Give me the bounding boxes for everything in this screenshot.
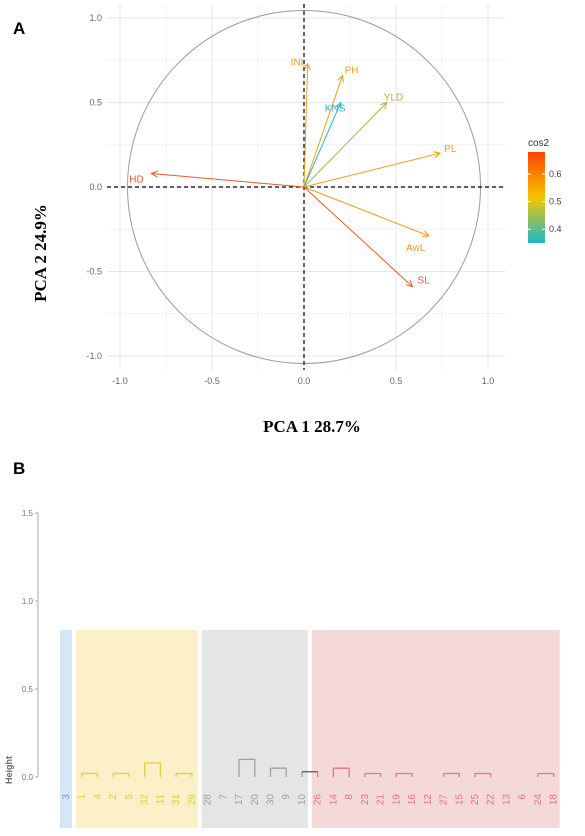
leaf-label: 27	[439, 794, 450, 806]
leaf-label: 18	[549, 794, 560, 806]
leaf-label: 25	[470, 794, 481, 806]
x-tick-label: -0.5	[204, 376, 220, 386]
arrow-sl	[303, 186, 413, 288]
pca-tick-labels: -1.0 -0.5 0.0 0.5 1.0 1.0 0.5 0.0 -0.5 -1.0	[86, 13, 494, 386]
leaf-label: 7	[218, 794, 229, 800]
y-tick-label: 1.0	[89, 13, 102, 23]
leaf-label: 1	[77, 794, 88, 800]
arrow-awl	[303, 186, 430, 237]
arrow-kns	[303, 102, 342, 188]
cos2-legend: cos2 0.6 0.5 0.4	[528, 138, 562, 243]
variable-label-hd: HD	[129, 174, 143, 185]
leaf-label: 16	[407, 794, 418, 806]
leaf-label: 4	[92, 794, 103, 800]
leaf-label: 28	[203, 794, 214, 806]
variable-label-ph: PH	[345, 65, 359, 76]
panel-label-b: B	[13, 459, 25, 478]
leaf-label: 2	[108, 794, 119, 800]
x-tick-label: 0.0	[298, 376, 311, 386]
arrowhead-sl	[405, 280, 414, 288]
leaf-label: 29	[187, 794, 198, 806]
arrow-hd	[151, 172, 305, 188]
leaf-label: 8	[344, 794, 355, 800]
x-tick-label: -1.0	[112, 376, 128, 386]
arrow-yld	[303, 102, 388, 188]
leaf-label: 19	[391, 794, 402, 806]
variable-label-sl: SL	[418, 276, 431, 287]
cluster-box	[75, 630, 198, 828]
leaf-label: 30	[265, 794, 276, 806]
legend-tick-label: 0.5	[549, 197, 562, 207]
arrowhead-pl	[433, 151, 442, 159]
y-axis-title: PCA 2 24.9%	[31, 204, 50, 302]
leaf-label: 32	[140, 794, 151, 806]
leaf-label: 9	[281, 794, 292, 800]
dendrogram-panel: B 1.51.00.50.0 3 1 4 2 5 32 11 31 29 28 7 17 20 30 9 10…	[4, 459, 560, 828]
leaf-label: 26	[313, 794, 324, 806]
leaf-label: 5	[124, 794, 135, 800]
legend-title: cos2	[528, 138, 550, 149]
arrowhead-awl	[422, 230, 431, 238]
height-axis-title: Height	[4, 756, 14, 784]
variable-label-inl: INL	[291, 58, 307, 69]
variable-label-yld: YLD	[384, 93, 403, 104]
legend-tick-label: 0.4	[549, 224, 562, 234]
x-tick-label: 0.5	[390, 376, 403, 386]
y-tick-label: 0.5	[89, 98, 102, 108]
x-axis-title: PCA 1 28.7%	[263, 417, 361, 436]
leaf-label: 21	[376, 794, 387, 806]
arrowhead-inl	[304, 62, 311, 71]
pca-panel: A INL PH KNS YLD PL HD AwL SL -1.0 -0.5 0.0 0.5 1.0…	[13, 4, 562, 436]
arrow-ph	[303, 75, 344, 188]
height-tick-label: 1.0	[22, 597, 34, 606]
leaf-label: 15	[454, 794, 465, 806]
arrow-pl	[303, 152, 441, 188]
arrowhead-kns	[335, 101, 342, 110]
height-tick-label: 1.5	[22, 509, 34, 518]
leaf-label: 31	[171, 794, 182, 806]
y-tick-label: 0.0	[89, 182, 102, 192]
leaf-label: 17	[234, 794, 245, 806]
legend-tick-label: 0.6	[549, 169, 562, 179]
leaf-label: 11	[155, 794, 166, 805]
leaf-label: 10	[297, 794, 308, 806]
leaf-label: 12	[423, 794, 434, 806]
leaf-label: 3	[61, 794, 72, 800]
dendrogram-branches	[81, 758, 555, 777]
leaf-label: 6	[517, 794, 528, 800]
arrow-inl	[303, 63, 309, 188]
arrowhead-hd	[150, 170, 159, 178]
panel-label-a: A	[13, 19, 25, 38]
arrowhead-ph	[337, 74, 344, 83]
leaf-label: 23	[360, 794, 371, 806]
legend-colorbar	[528, 152, 545, 243]
height-tick-label: 0.5	[22, 685, 34, 694]
height-tick-label: 0.0	[22, 773, 34, 782]
cluster-box	[201, 630, 308, 828]
leaf-label: 20	[250, 794, 261, 806]
variable-label-kns: KNS	[325, 104, 346, 115]
cluster-box	[311, 630, 560, 828]
dendrogram-axis: 1.5 1.0 0.5 0.0	[22, 509, 39, 782]
leaf-labels: 3 1 4 2 5 32 11 31 29 28 7 17 20 30 9 10 26 14 8 23 21 19 16 12…	[61, 794, 560, 806]
leaf-label: 13	[501, 794, 512, 806]
cluster-boxes	[60, 630, 560, 828]
pca-variable-arrows: INL PH KNS YLD PL HD AwL SL	[129, 58, 457, 288]
leaf-label: 22	[486, 794, 497, 806]
arrowhead-yld	[380, 101, 388, 110]
legend-ticks: 0.6 0.5 0.4	[528, 169, 562, 234]
x-tick-label: 1.0	[482, 376, 495, 386]
cluster-box	[60, 630, 72, 828]
y-tick-label: -0.5	[86, 267, 102, 277]
y-tick-label: -1.0	[86, 351, 102, 361]
variable-label-awl: AwL	[406, 243, 426, 254]
leaf-label: 14	[328, 794, 339, 806]
leaf-label: 24	[533, 794, 544, 806]
variable-label-pl: PL	[444, 144, 457, 155]
